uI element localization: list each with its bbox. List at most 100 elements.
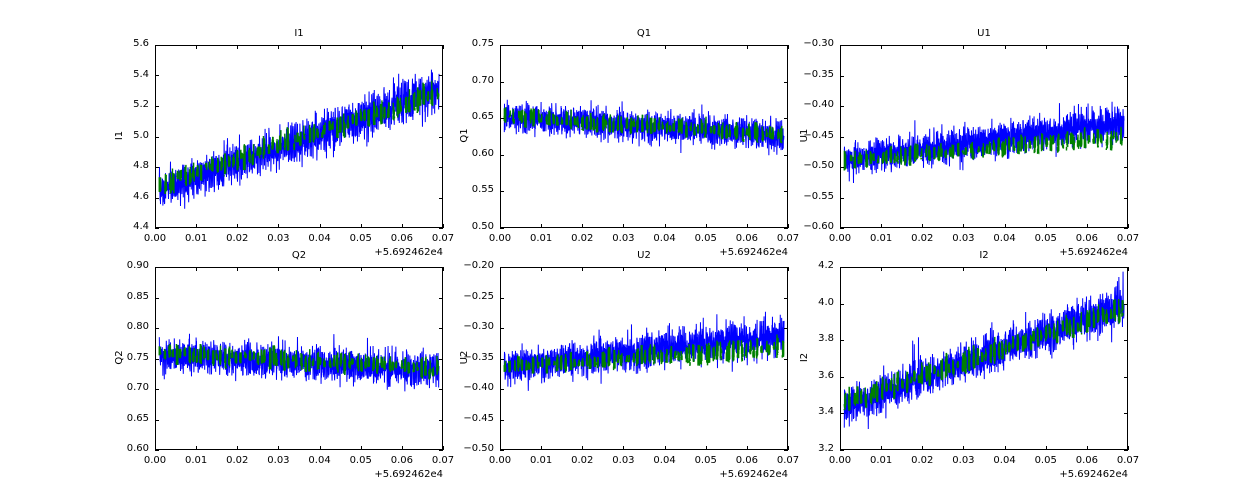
x-tick-mark xyxy=(840,224,841,228)
x-tick-mark xyxy=(196,224,197,228)
x-tick-mark xyxy=(706,446,707,450)
x-tick-mark xyxy=(1005,446,1006,450)
axes-frame xyxy=(840,45,1128,228)
axes-frame xyxy=(155,45,443,228)
y-tick-label: 3.4 xyxy=(818,406,834,418)
series-selected-data xyxy=(158,343,439,380)
series-selected-data xyxy=(843,299,1124,411)
x-tick-mark xyxy=(1128,45,1129,49)
x-tick-label: 0.01 xyxy=(185,233,208,244)
y-tick-mark xyxy=(840,450,844,451)
x-tick-mark xyxy=(500,446,501,450)
x-tick-mark xyxy=(1087,224,1088,228)
x-tick-mark xyxy=(541,45,542,49)
x-tick-label: 0.04 xyxy=(308,455,331,466)
x-tick-mark xyxy=(1046,45,1047,49)
y-tick-mark xyxy=(784,298,788,299)
y-tick-mark xyxy=(840,377,844,378)
y-tick-label: −0.35 xyxy=(463,351,494,363)
y-tick-mark xyxy=(155,389,159,390)
y-tick-label: −0.30 xyxy=(463,321,494,332)
x-tick-mark xyxy=(361,224,362,228)
y-tick-mark xyxy=(840,106,844,107)
y-tick-label: 0.75 xyxy=(126,351,149,363)
x-tick-label: 0.02 xyxy=(226,233,249,244)
y-tick-label: −0.30 xyxy=(803,38,834,49)
y-tick-label: 4.2 xyxy=(818,260,834,271)
y-tick-mark xyxy=(840,76,844,77)
y-tick-mark xyxy=(840,198,844,199)
x-tick-label: 0.01 xyxy=(870,233,893,244)
y-tick-mark xyxy=(500,228,504,229)
x-tick-mark xyxy=(840,267,841,271)
y-tick-label: −0.40 xyxy=(803,99,834,110)
x-tick-label: 0.04 xyxy=(993,233,1016,244)
y-tick-mark xyxy=(500,359,504,360)
x-tick-label: 0.03 xyxy=(612,233,635,244)
x-tick-mark xyxy=(665,446,666,450)
x-tick-label: 0.05 xyxy=(694,455,717,466)
x-axis-offset-text: +5.692462e4 xyxy=(1059,247,1128,258)
x-tick-mark xyxy=(1046,267,1047,271)
x-tick-label: 0.07 xyxy=(1116,233,1140,244)
x-tick-label: 0.03 xyxy=(267,233,290,244)
x-tick-mark xyxy=(582,45,583,49)
x-tick-mark xyxy=(706,45,707,49)
x-tick-label: 0.04 xyxy=(653,455,676,466)
x-tick-mark xyxy=(500,224,501,228)
y-tick-label: 4.6 xyxy=(133,190,149,202)
x-tick-mark xyxy=(881,224,882,228)
x-tick-mark xyxy=(623,224,624,228)
x-tick-mark xyxy=(922,45,923,49)
x-tick-mark xyxy=(155,224,156,228)
x-tick-mark xyxy=(963,446,964,450)
x-tick-label: 0.00 xyxy=(828,455,852,466)
subplot-title: Q2 xyxy=(291,250,307,261)
y-tick-mark xyxy=(840,413,844,414)
x-tick-label: 0.02 xyxy=(571,233,594,244)
y-tick-mark xyxy=(155,106,159,107)
x-tick-mark xyxy=(237,224,238,228)
x-tick-mark xyxy=(747,446,748,450)
y-tick-mark xyxy=(784,420,788,421)
series-selected-data xyxy=(843,126,1123,171)
y-tick-mark xyxy=(155,359,159,360)
y-tick-label: 0.75 xyxy=(471,38,494,49)
y-tick-mark xyxy=(1124,167,1128,168)
y-tick-mark xyxy=(439,167,443,168)
x-tick-mark xyxy=(1005,224,1006,228)
x-tick-mark xyxy=(196,267,197,271)
y-tick-mark xyxy=(500,450,504,451)
x-tick-mark xyxy=(1046,224,1047,228)
x-tick-mark xyxy=(443,45,444,49)
subplot-title: U1 xyxy=(977,28,991,39)
y-tick-label: 0.60 xyxy=(126,443,149,454)
x-tick-label: 0.05 xyxy=(349,233,372,244)
subplot-title: Q1 xyxy=(636,28,652,39)
y-tick-label: −0.35 xyxy=(803,68,834,80)
x-tick-label: 0.07 xyxy=(1116,455,1140,466)
x-tick-mark xyxy=(922,224,923,228)
x-tick-mark xyxy=(237,267,238,271)
series-selected-data xyxy=(503,107,783,144)
x-tick-label: 0.04 xyxy=(993,455,1016,466)
y-tick-label: −0.50 xyxy=(803,160,834,171)
axes-frame xyxy=(500,267,788,450)
y-tick-label: 3.8 xyxy=(818,333,834,345)
y-tick-mark xyxy=(500,155,504,156)
y-tick-mark xyxy=(439,359,443,360)
x-tick-mark xyxy=(500,267,501,271)
x-tick-mark xyxy=(278,224,279,228)
x-tick-label: 0.00 xyxy=(488,233,512,244)
x-tick-label: 0.02 xyxy=(911,233,934,244)
x-tick-mark xyxy=(788,45,789,49)
y-tick-label: 0.70 xyxy=(471,74,494,86)
x-tick-mark xyxy=(706,224,707,228)
x-tick-label: 0.06 xyxy=(390,233,413,244)
y-tick-label: 0.85 xyxy=(126,290,149,302)
x-tick-label: 0.07 xyxy=(776,455,800,466)
y-tick-mark xyxy=(439,420,443,421)
series-all-data xyxy=(158,333,440,392)
